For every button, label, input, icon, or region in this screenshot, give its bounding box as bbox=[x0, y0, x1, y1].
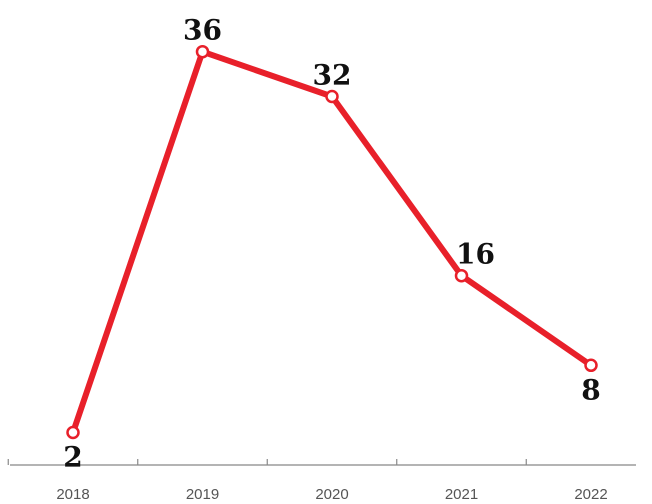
data-point-marker bbox=[584, 358, 598, 373]
data-point-marker bbox=[195, 44, 210, 59]
data-point-marker bbox=[66, 425, 80, 440]
x-tick-label: 2020 bbox=[315, 486, 348, 503]
data-point-marker bbox=[325, 89, 339, 104]
series-line bbox=[70, 48, 594, 436]
data-point-marker bbox=[454, 268, 469, 283]
x-tick-label: 2021 bbox=[445, 486, 478, 503]
x-tick-label: 2018 bbox=[56, 486, 89, 503]
data-label: 8 bbox=[581, 373, 600, 406]
x-tick-label: 2019 bbox=[186, 486, 219, 503]
data-label: 2 bbox=[63, 441, 82, 474]
data-label: 36 bbox=[183, 14, 222, 47]
data-label: 16 bbox=[456, 238, 495, 271]
data-label: 32 bbox=[313, 59, 352, 92]
x-tick-label: 2022 bbox=[574, 486, 607, 503]
series-group bbox=[66, 44, 598, 440]
data-labels: 2 36 32 16 8 bbox=[63, 14, 600, 474]
x-axis: 2018 2019 2020 2021 2022 bbox=[7, 459, 636, 503]
